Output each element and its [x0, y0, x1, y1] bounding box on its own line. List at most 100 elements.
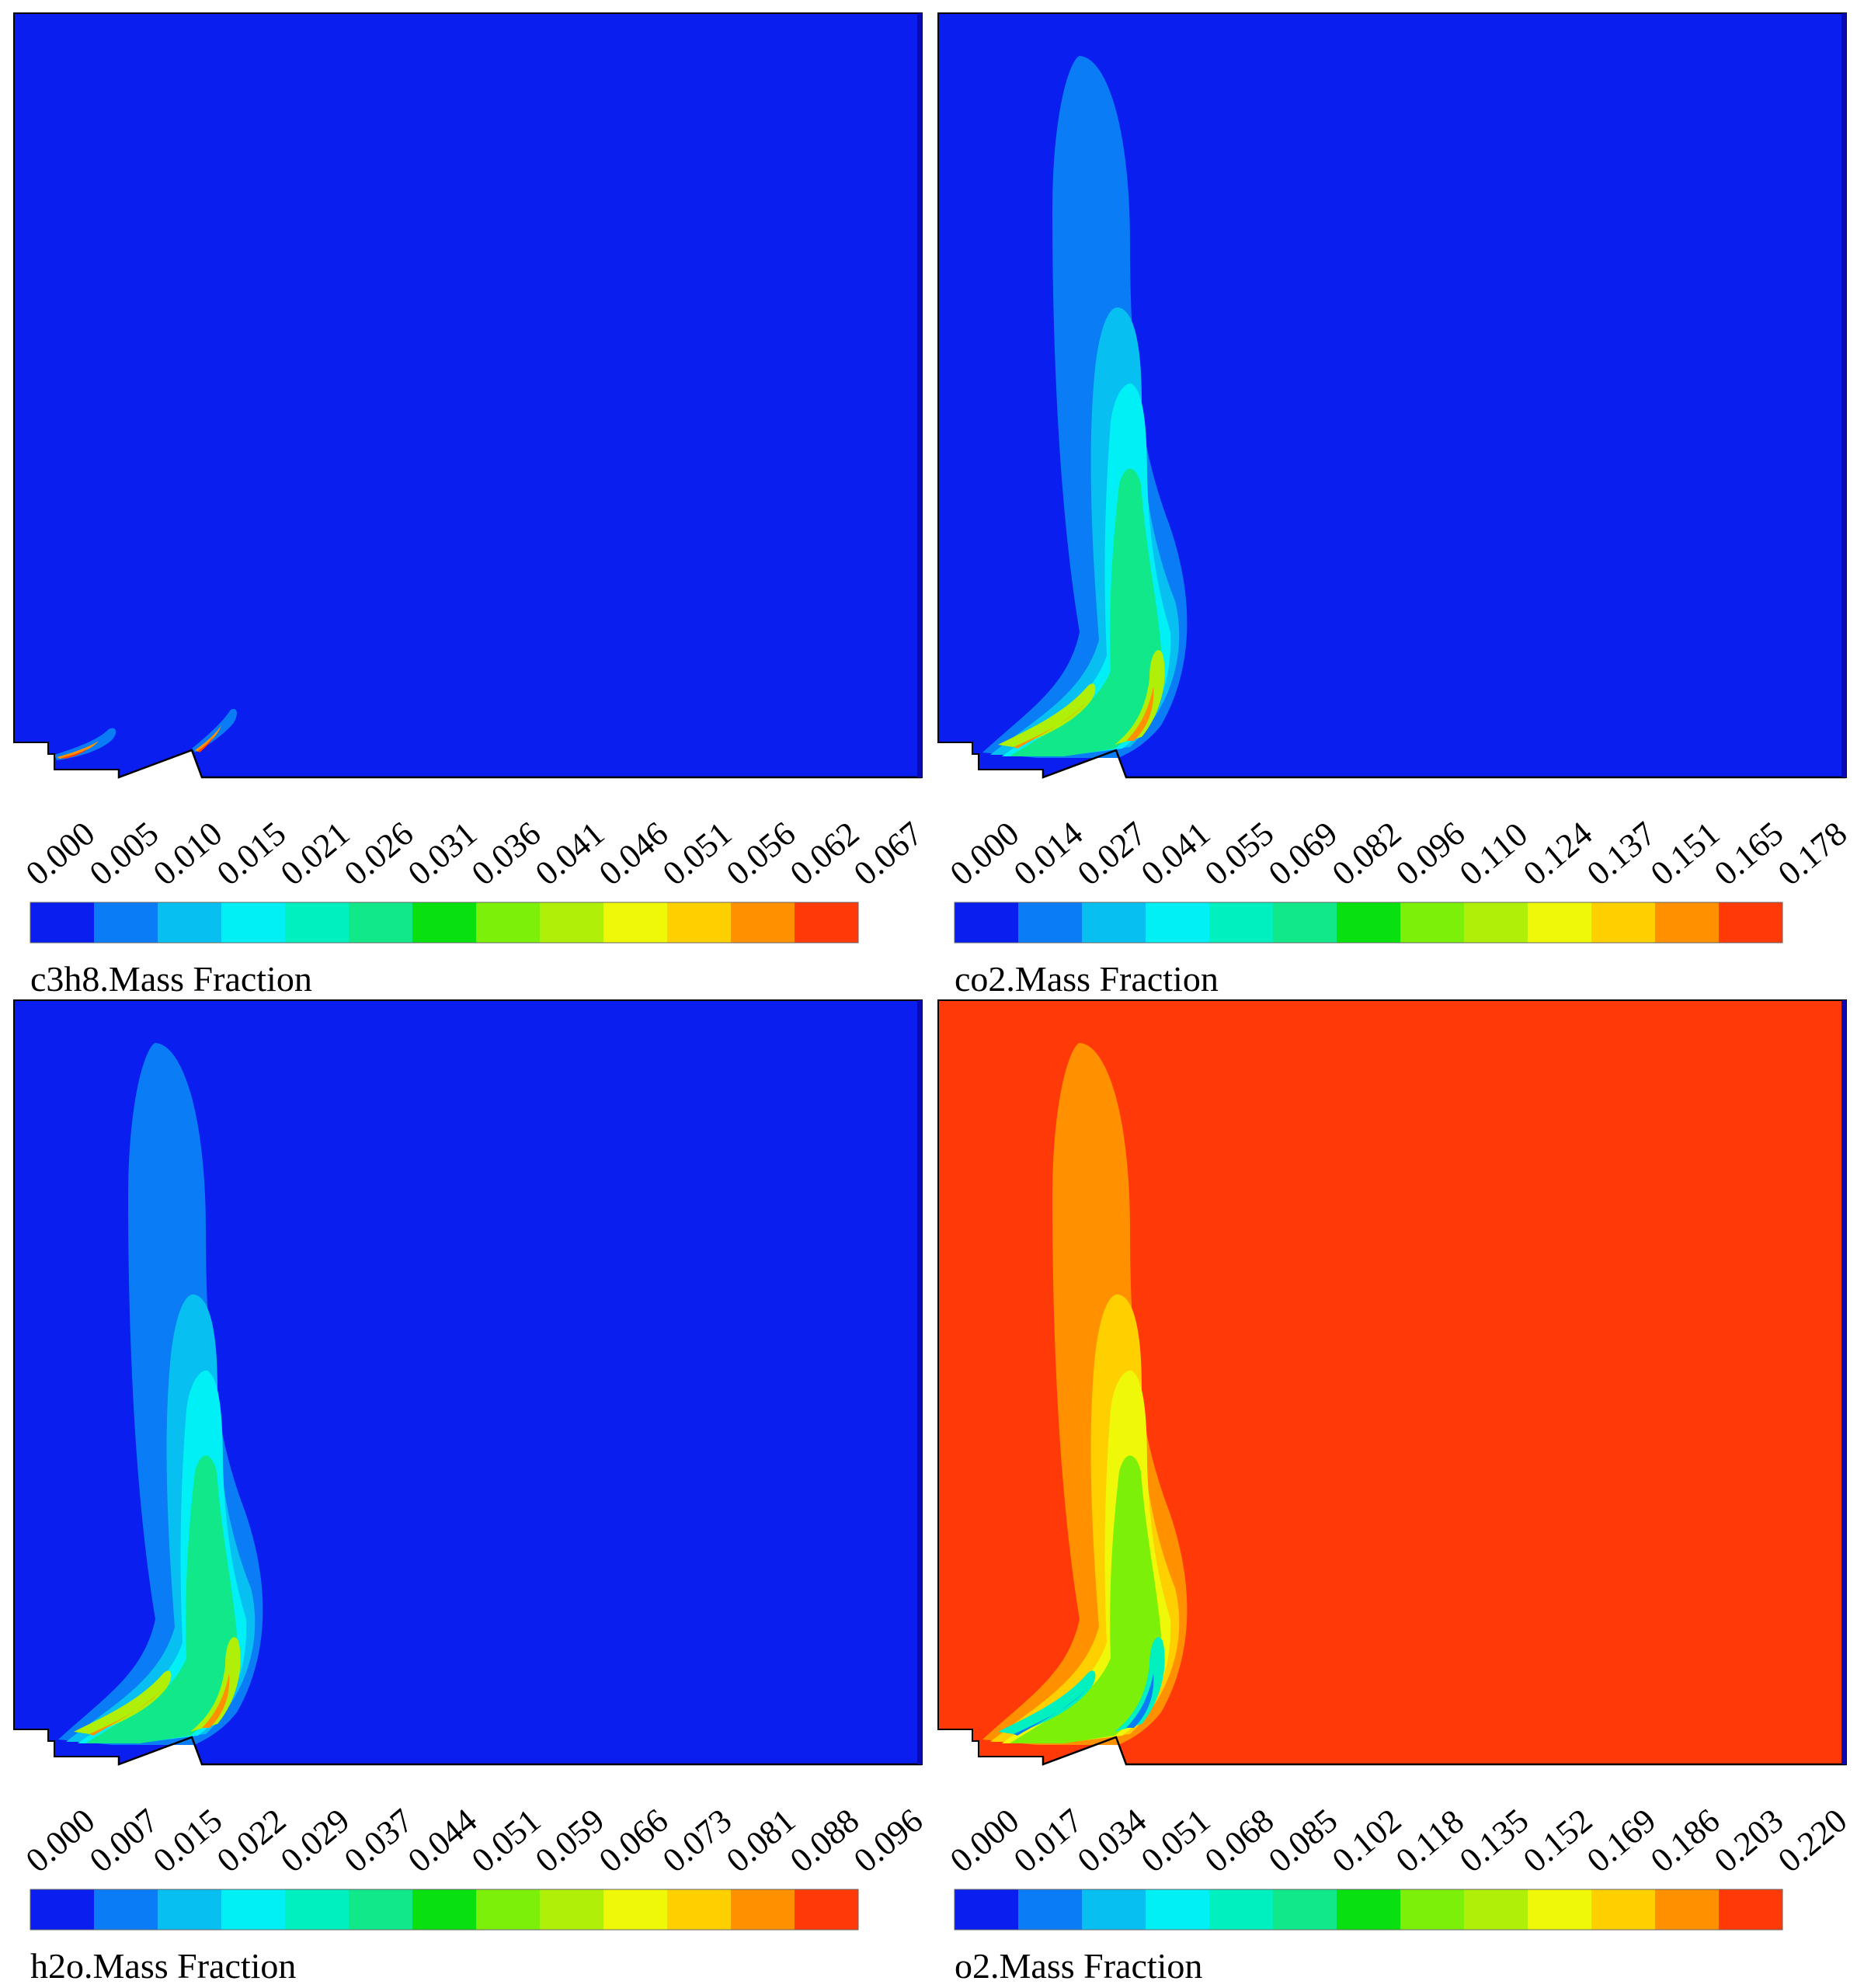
legend-swatch: [1209, 1889, 1273, 1930]
color-legend: [30, 902, 859, 944]
legend-swatch: [30, 902, 94, 943]
fuel-jet-left-outer: [54, 728, 116, 760]
contour-peak-left: [1014, 704, 1085, 749]
legend-swatch: [1528, 902, 1591, 943]
contour-core-right: [1115, 1637, 1165, 1732]
legend-tick-label: 0.021: [273, 814, 356, 892]
legend-tick-label: 0.017: [1007, 1801, 1090, 1879]
legend-swatch: [955, 1889, 1018, 1930]
legend-tick-label: 0.085: [1261, 1801, 1344, 1879]
legend-tick-label: 0.110: [1452, 815, 1535, 893]
legend-title-c3h8: c3h8.Mass Fraction: [30, 959, 312, 999]
contour-plume: [982, 56, 1188, 758]
legend-swatch: [795, 902, 858, 943]
contour-peak-left: [1014, 1691, 1085, 1736]
legend-tick-label: 0.000: [19, 1801, 102, 1879]
color-legend: [954, 1889, 1783, 1931]
legend-swatch: [30, 1889, 94, 1930]
domain-right-boundary: [917, 1000, 922, 1764]
legend-tick-label: 0.186: [1643, 1801, 1727, 1879]
legend-swatch: [731, 1889, 795, 1930]
legend-tick-label: 0.220: [1771, 1801, 1854, 1879]
legend-swatch: [1273, 1889, 1337, 1930]
color-legend: [954, 902, 1783, 944]
legend-tick-label: 0.041: [1134, 814, 1217, 892]
legend-swatch: [349, 1889, 412, 1930]
contour-panel-o2: 0.000 0.017 0.034 0.051 0.068 0.085 0.102 0.118…: [936, 998, 1860, 1988]
legend-tick-label: 0.051: [464, 1801, 548, 1879]
contour-level-4: [1010, 1455, 1161, 1743]
contour-plot-c3h8: 0.0000.0050.0100.0150.0210.0260.0310.036…: [13, 12, 930, 944]
legend-border: [954, 902, 1783, 944]
legend-swatch: [955, 902, 1018, 943]
legend-border: [954, 1889, 1783, 1931]
legend-tick-label: 0.026: [337, 814, 420, 892]
legend-swatch: [1719, 1889, 1782, 1930]
legend-tick-label: 0.000: [943, 814, 1026, 892]
legend-tick-label: 0.015: [146, 1801, 229, 1879]
legend-title-h2o: h2o.Mass Fraction: [30, 1946, 297, 1986]
legend-tick-label: 0.015: [210, 814, 293, 892]
legend-tick-label: 0.203: [1707, 1801, 1790, 1879]
contour-core-right: [190, 1637, 241, 1732]
legend-swatch: [540, 902, 603, 943]
legend-tick-label: 0.102: [1325, 1801, 1408, 1879]
legend-swatch: [1337, 1889, 1400, 1930]
contour-panel-c3h8: 0.000 0.005 0.010 0.015 0.021 0.026 0.031 0.036…: [12, 11, 936, 1001]
legend-tick-label: 0.082: [1325, 814, 1408, 892]
legend-tick-label: 0.051: [1134, 1801, 1217, 1879]
legend-swatch: [221, 902, 285, 943]
legend-tick-label: 0.007: [82, 1801, 165, 1879]
legend-swatch: [476, 1889, 540, 1930]
legend-tick-label: 0.036: [464, 814, 548, 892]
legend-tick-label: 0.096: [1389, 814, 1472, 892]
legend-swatch: [667, 902, 731, 943]
legend-swatch: [1719, 902, 1782, 943]
legend-title-co2: co2.Mass Fraction: [955, 959, 1219, 999]
legend-tick-label: 0.027: [1070, 814, 1153, 892]
contour-peak-right: [202, 1673, 230, 1728]
legend-swatch: [1655, 1889, 1719, 1930]
legend-swatch: [1400, 902, 1464, 943]
contour-core-right: [1115, 650, 1165, 745]
legend-tick-label: 0.010: [146, 814, 229, 892]
legend-swatch: [1146, 1889, 1209, 1930]
legend-tick-label: 0.096: [847, 1801, 930, 1879]
legend-tick-label: 0.081: [719, 1801, 802, 1879]
legend-swatch: [285, 1889, 349, 1930]
legend-tick-label: 0.178: [1771, 814, 1854, 892]
legend-tick-label: 0.137: [1580, 814, 1663, 892]
contour-peak-right: [1126, 686, 1154, 741]
fuel-jet-left-peak: [62, 749, 88, 759]
legend-swatch: [1655, 902, 1719, 943]
legend-tick-label: 0.031: [401, 814, 484, 892]
legend-swatch: [158, 902, 221, 943]
contour-plot-h2o: 0.0000.0070.0150.0220.0290.0370.0440.051…: [13, 999, 930, 1931]
contour-peak-right: [1126, 1673, 1154, 1728]
legend-swatch: [476, 902, 540, 943]
legend-tick-label: 0.000: [19, 814, 102, 892]
legend-tick-label: 0.124: [1516, 814, 1599, 892]
legend-swatch: [1018, 902, 1082, 943]
domain-right-boundary: [1841, 1000, 1846, 1764]
legend-swatch: [1337, 902, 1400, 943]
legend-swatch: [540, 1889, 603, 1930]
legend-swatch: [1464, 1889, 1528, 1930]
domain-right-boundary: [917, 13, 922, 777]
legend-tick-label: 0.029: [273, 1801, 356, 1879]
fuel-jet-right-peak: [198, 736, 214, 752]
legend-swatch: [221, 1889, 285, 1930]
fuel-jet-right-core: [195, 725, 221, 752]
legend-swatch: [158, 1889, 221, 1930]
legend-tick-label: 0.152: [1516, 1801, 1599, 1879]
legend-tick-label: 0.118: [1389, 1802, 1471, 1880]
legend-swatch: [1528, 1889, 1591, 1930]
legend-tick-label: 0.051: [656, 814, 739, 892]
contour-panel-h2o: 0.000 0.007 0.015 0.022 0.029 0.037 0.044 0.051…: [12, 998, 936, 1988]
contour-core-left: [998, 683, 1096, 747]
legend-swatch: [1464, 902, 1528, 943]
legend-tick-label: 0.000: [943, 1801, 1026, 1879]
legend-swatch: [1273, 902, 1337, 943]
legend-tick-label: 0.165: [1707, 814, 1790, 892]
legend-swatch: [349, 902, 412, 943]
